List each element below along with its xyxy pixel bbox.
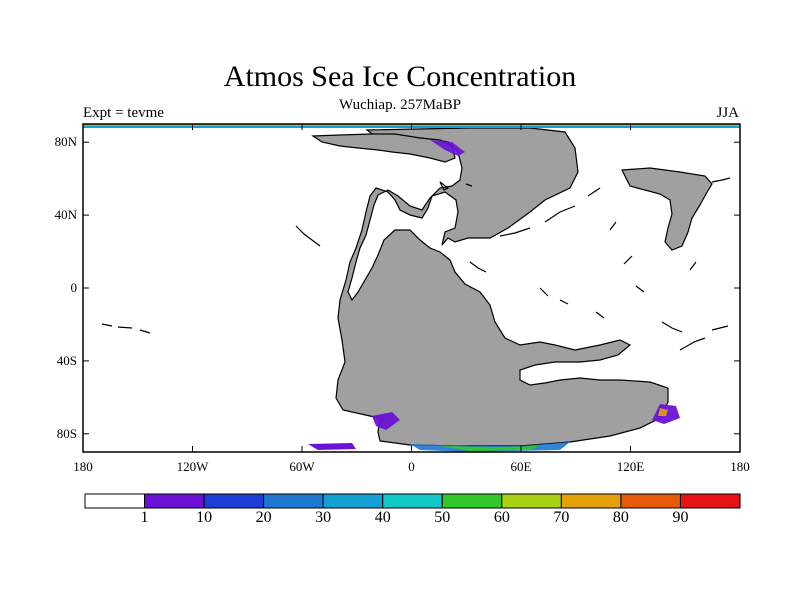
colorbar-label: 20 <box>255 509 272 526</box>
y-tick-label: 0 <box>70 280 78 295</box>
axis-ticks <box>82 124 741 452</box>
colorbar-swatch <box>322 493 384 509</box>
x-tick-label: 0 <box>408 459 415 474</box>
plot-title: Atmos Sea Ice Concentration <box>223 60 577 93</box>
sea-ice-south-east-inner <box>658 408 668 416</box>
x-tick-label: 180 <box>730 459 750 474</box>
colorbar-swatch <box>144 493 205 509</box>
colorbar-swatch <box>263 493 324 509</box>
x-tick-label: 60E <box>510 459 532 474</box>
season-label: JJA <box>716 105 739 121</box>
colorbar <box>84 493 741 509</box>
small-islands <box>101 177 731 351</box>
x-tick-label: 60W <box>289 459 315 474</box>
colorbar-label: 1 <box>140 509 149 526</box>
sea-ice-south-purple <box>372 412 400 430</box>
colorbar-swatch <box>620 493 681 509</box>
colorbar-swatch <box>501 493 562 509</box>
colorbar-label: 90 <box>672 509 689 526</box>
x-tick-label: 120W <box>176 459 209 474</box>
colorbar-label: 70 <box>553 509 570 526</box>
east-island-block <box>621 167 713 251</box>
y-tick-label: 40S <box>56 352 77 368</box>
pangea-landmass <box>335 127 669 447</box>
colorbar-swatch <box>84 493 146 509</box>
sea-ice-south-green <box>440 446 540 451</box>
colorbar-label: 60 <box>493 509 510 526</box>
x-tick-label: 180 <box>73 459 93 474</box>
y-tick-label: 80S <box>56 425 77 441</box>
sea-ice-south-pole-strip <box>308 443 356 450</box>
colorbar-swatch <box>679 493 741 509</box>
y-tick-label: 40N <box>54 207 77 223</box>
y-tick-label: 80N <box>54 134 77 150</box>
colorbar-label: 50 <box>434 509 451 526</box>
colorbar-swatch <box>382 493 443 509</box>
colorbar-swatch <box>560 493 622 509</box>
colorbar-swatch <box>203 493 265 509</box>
northwest-landmass <box>311 133 456 163</box>
experiment-label: Expt = tevme <box>83 105 164 121</box>
colorbar-label: 40 <box>374 509 391 526</box>
colorbar-label: 30 <box>315 509 332 526</box>
x-tick-label: 120E <box>616 459 645 474</box>
sea-ice-north-strip <box>430 140 465 156</box>
colorbar-label: 10 <box>196 509 213 526</box>
colorbar-label: 80 <box>612 509 629 526</box>
plot-subtitle: Wuchiap. 257MaBP <box>339 97 461 113</box>
colorbar-swatch <box>441 493 503 509</box>
map-area <box>83 124 740 452</box>
